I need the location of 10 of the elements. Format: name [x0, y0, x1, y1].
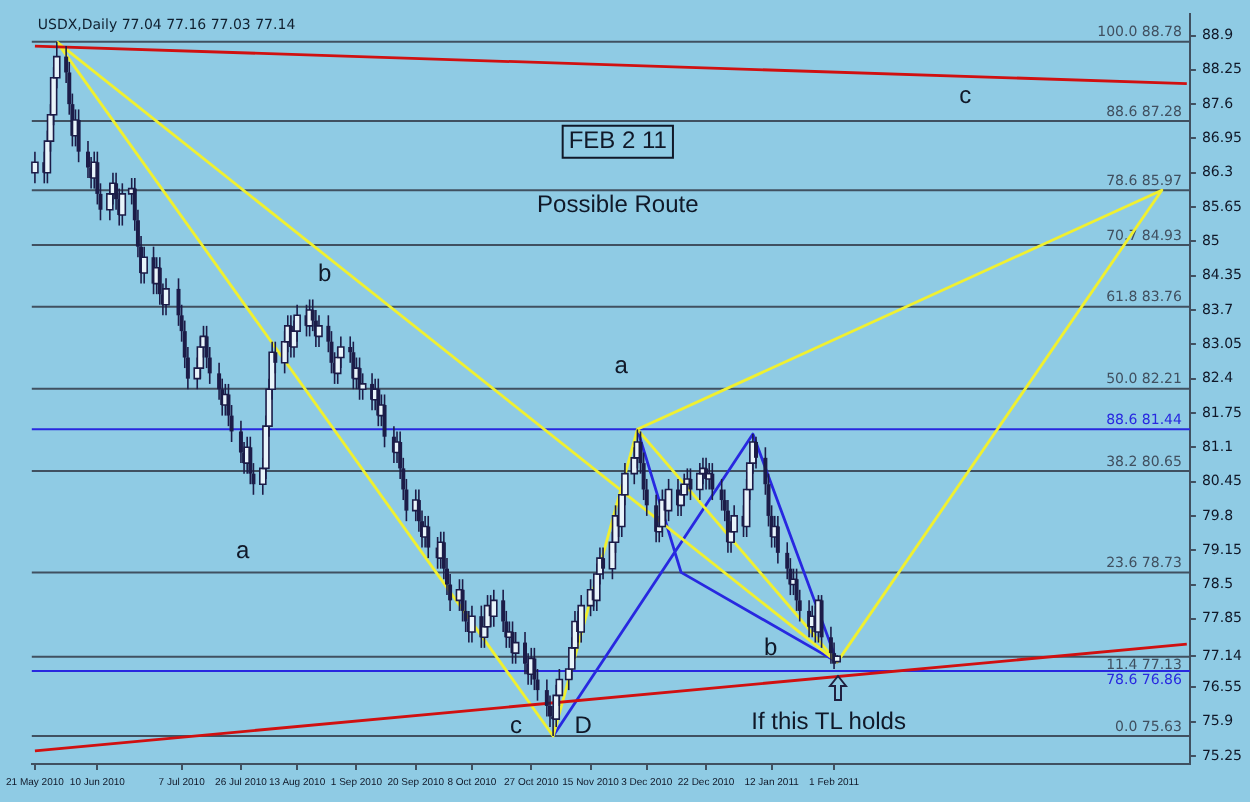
annotation: c — [509, 711, 522, 740]
annotation: Possible Route — [537, 190, 700, 219]
annotation: D — [574, 711, 593, 740]
annotation: b — [318, 259, 333, 288]
annotation: FEB 2 11 — [568, 126, 668, 155]
annotation: If this TL holds — [751, 707, 906, 736]
annotation: a — [235, 535, 250, 564]
annotation: c — [959, 81, 972, 110]
annotation: a — [614, 351, 629, 380]
annotation: b — [763, 633, 778, 662]
